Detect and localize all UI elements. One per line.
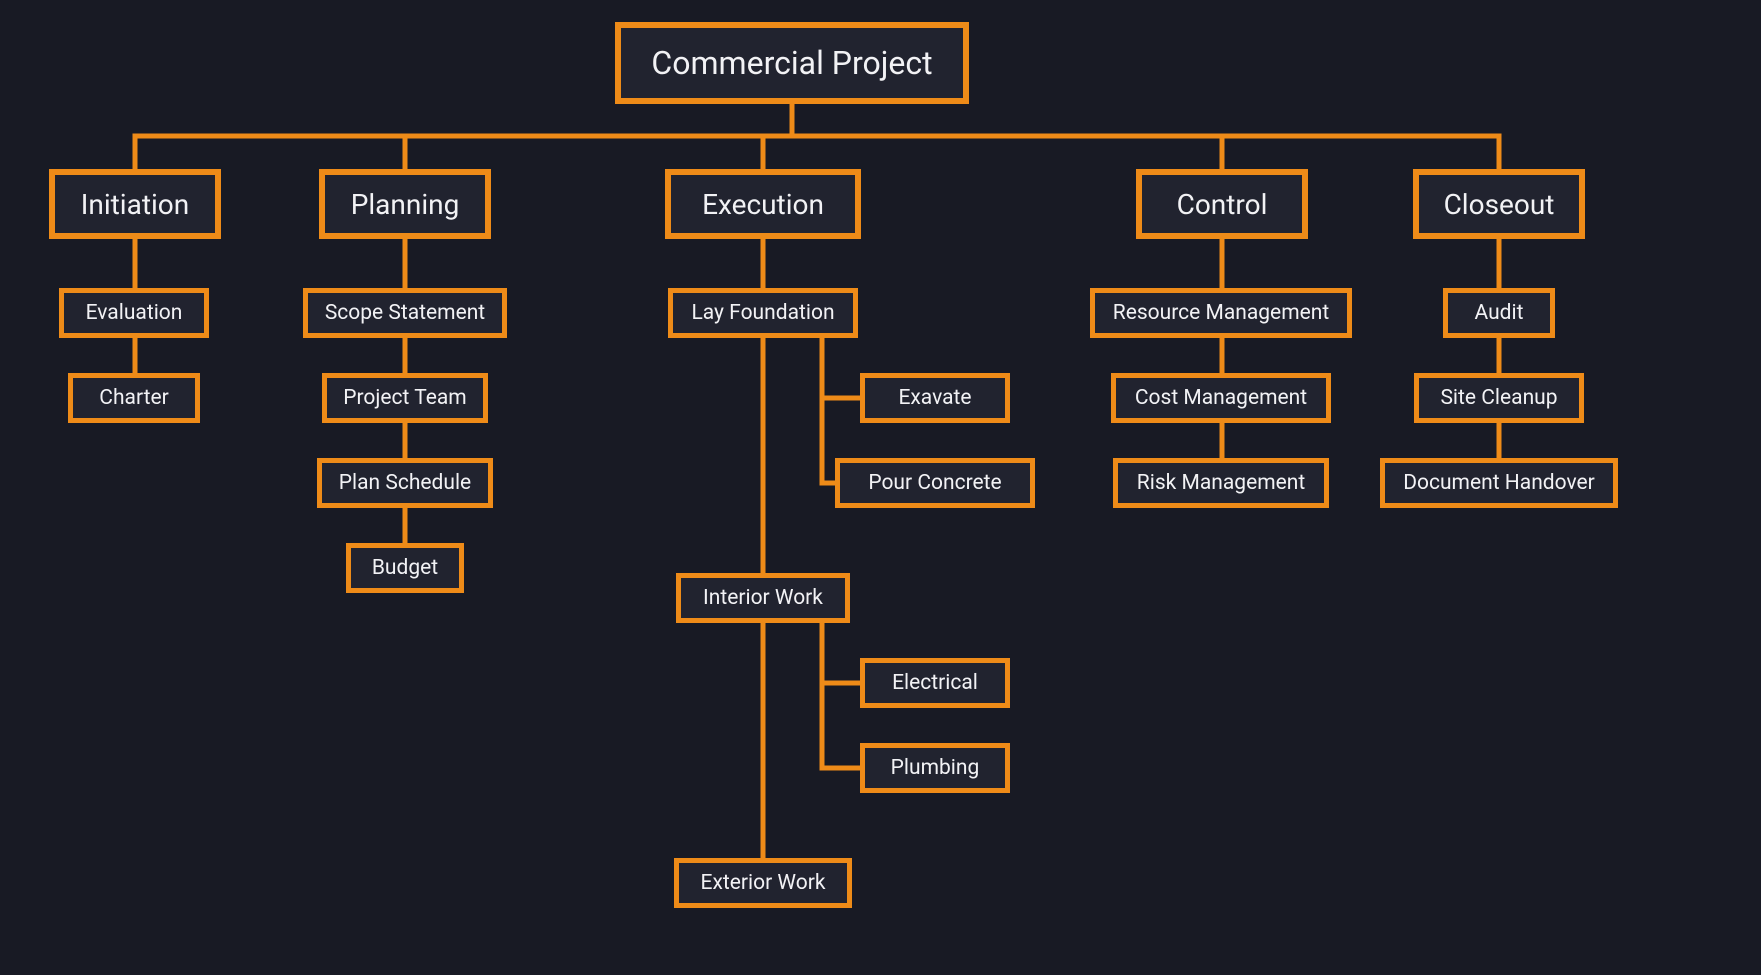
- node-label: Exterior Work: [701, 871, 826, 895]
- task-node: Risk Management: [1113, 458, 1329, 508]
- node-label: Closeout: [1444, 188, 1555, 221]
- task-node: Plan Schedule: [317, 458, 493, 508]
- task-node: Plumbing: [860, 743, 1010, 793]
- task-node: Cost Management: [1111, 373, 1331, 423]
- phase-node: Control: [1136, 169, 1308, 239]
- node-label: Execution: [702, 188, 824, 221]
- node-label: Plumbing: [891, 756, 980, 780]
- node-label: Planning: [351, 188, 460, 221]
- node-label: Plan Schedule: [339, 471, 471, 495]
- task-node: Audit: [1443, 288, 1555, 338]
- root-node: Commercial Project: [615, 22, 969, 104]
- task-node: Lay Foundation: [668, 288, 858, 338]
- node-label: Document Handover: [1403, 471, 1595, 495]
- wbs-diagram: Commercial Project Initiation Planning Exec…: [0, 0, 1761, 975]
- task-node: Electrical: [860, 658, 1010, 708]
- node-label: Project Team: [343, 386, 466, 410]
- node-label: Control: [1177, 188, 1268, 221]
- task-node: Scope Statement: [303, 288, 507, 338]
- node-label: Risk Management: [1137, 471, 1305, 495]
- node-label: Resource Management: [1113, 301, 1329, 325]
- node-label: Initiation: [81, 188, 190, 221]
- node-label: Exavate: [898, 386, 971, 410]
- task-node: Site Cleanup: [1414, 373, 1584, 423]
- node-label: Electrical: [892, 671, 978, 695]
- task-node: Charter: [68, 373, 200, 423]
- node-label: Site Cleanup: [1440, 386, 1557, 410]
- task-node: Evaluation: [59, 288, 209, 338]
- phase-node: Planning: [319, 169, 491, 239]
- node-label: Lay Foundation: [691, 301, 834, 325]
- task-node: Document Handover: [1380, 458, 1618, 508]
- task-node: Budget: [346, 543, 464, 593]
- phase-node: Closeout: [1413, 169, 1585, 239]
- node-label: Evaluation: [86, 301, 183, 325]
- node-label: Interior Work: [703, 586, 823, 610]
- node-label: Scope Statement: [325, 301, 485, 325]
- phase-node: Execution: [665, 169, 861, 239]
- node-label: Cost Management: [1135, 386, 1307, 410]
- node-label: Commercial Project: [651, 44, 932, 82]
- node-label: Charter: [99, 386, 168, 410]
- task-node: Resource Management: [1090, 288, 1352, 338]
- node-label: Pour Concrete: [868, 471, 1001, 495]
- task-node: Exterior Work: [674, 858, 852, 908]
- phase-node: Initiation: [49, 169, 221, 239]
- task-node: Project Team: [322, 373, 488, 423]
- node-label: Audit: [1475, 301, 1524, 325]
- task-node: Interior Work: [676, 573, 850, 623]
- node-label: Budget: [372, 556, 438, 580]
- task-node: Exavate: [860, 373, 1010, 423]
- task-node: Pour Concrete: [835, 458, 1035, 508]
